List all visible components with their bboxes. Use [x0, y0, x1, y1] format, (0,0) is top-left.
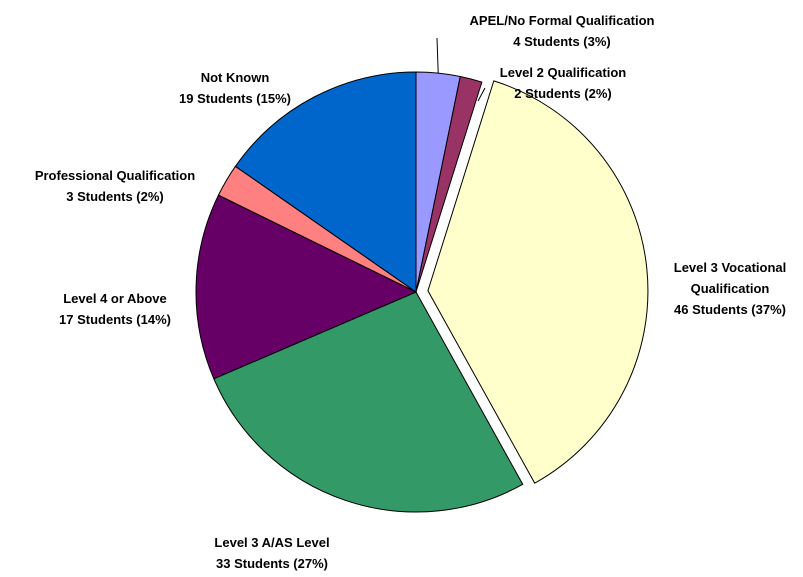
slice-label: Professional Qualification 3 Students (2%…	[35, 165, 195, 207]
slice-label: Level 3 A/AS Level 33 Students (27%)	[214, 532, 329, 574]
pie-slice	[415, 75, 483, 293]
category-label: Not Known	[200, 70, 270, 85]
value-label: 2 Students (2%)	[514, 86, 612, 101]
slice-label: Level 2 Qualification 2 Students (2%)	[500, 62, 626, 104]
value-label: 3 Students (2%)	[66, 189, 164, 204]
pie-slice	[234, 71, 417, 293]
value-label: 19 Students (15%)	[179, 91, 291, 106]
value-label: 33 Students (27%)	[216, 556, 328, 571]
category-label: Level 2 Qualification	[499, 65, 627, 80]
pie-slice	[195, 194, 418, 380]
category-label: APEL/No Formal Qualification	[469, 13, 655, 28]
category-label: Level 3 A/AS Level	[214, 535, 330, 550]
category-label: Level 3 Vocational Qualification	[673, 260, 787, 296]
category-label: Level 4 or Above	[63, 291, 167, 306]
value-label: 4 Students (3%)	[513, 34, 611, 49]
slice-label: APEL/No Formal Qualification 4 Students (…	[470, 10, 655, 52]
pie-slice	[213, 291, 524, 513]
leader-line	[477, 87, 486, 102]
slice-label: Level 3 Vocational Qualification 46 Stude…	[655, 257, 803, 320]
value-label: 17 Students (14%)	[59, 312, 171, 327]
slice-label: Not Known 19 Students (15%)	[179, 67, 291, 109]
slice-label: Level 4 or Above 17 Students (14%)	[59, 288, 171, 330]
category-label: Professional Qualification	[34, 168, 196, 183]
pie-slice	[427, 80, 649, 484]
value-label: 46 Students (37%)	[674, 302, 786, 317]
